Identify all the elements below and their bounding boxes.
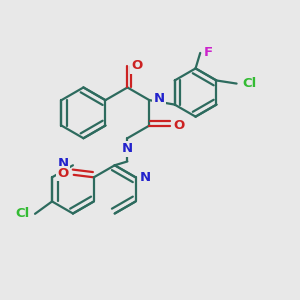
Text: Cl: Cl (242, 77, 256, 90)
Text: N: N (58, 157, 69, 170)
Text: N: N (153, 92, 164, 105)
Text: O: O (58, 167, 69, 180)
Text: O: O (131, 59, 142, 72)
Text: N: N (122, 142, 133, 155)
Text: F: F (204, 46, 213, 59)
Text: O: O (173, 119, 185, 132)
Text: Cl: Cl (15, 207, 29, 220)
Text: N: N (140, 171, 151, 184)
